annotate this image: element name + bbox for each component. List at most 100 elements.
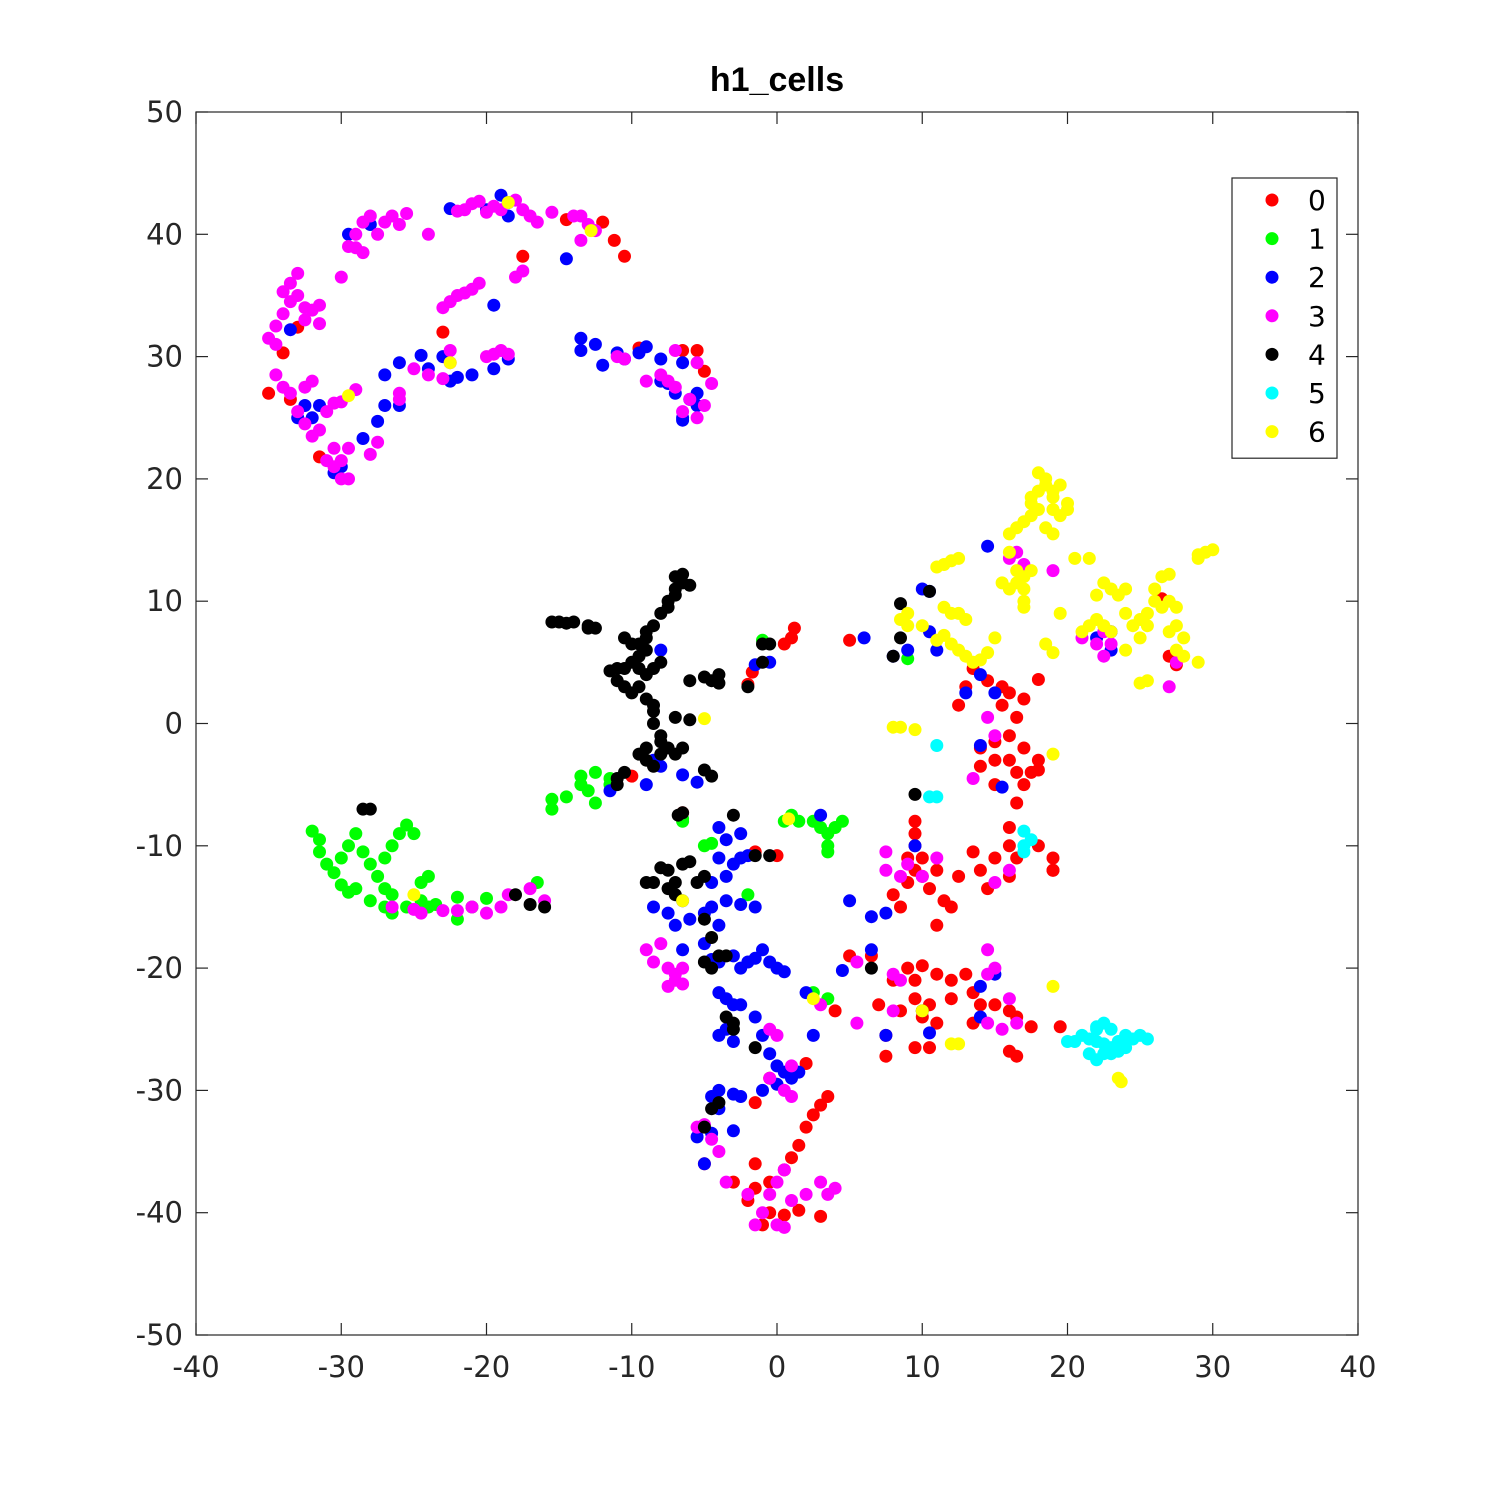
point-series-6: [1169, 600, 1183, 614]
point-series-3: [618, 352, 631, 366]
point-series-3: [334, 270, 348, 284]
point-series-3: [400, 207, 414, 220]
point-series-1: [385, 839, 399, 853]
legend-label-4: 4: [1308, 338, 1326, 371]
point-series-6: [1046, 646, 1060, 660]
point-series-0: [1010, 1049, 1024, 1063]
point-series-3: [574, 209, 588, 223]
point-series-3: [283, 386, 297, 400]
point-series-4: [647, 717, 660, 730]
point-series-3: [313, 298, 326, 312]
point-series-3: [683, 392, 697, 406]
point-series-0: [262, 386, 276, 400]
point-series-4: [763, 849, 777, 863]
point-series-0: [436, 325, 450, 339]
point-series-2: [683, 912, 697, 926]
point-series-3: [276, 307, 290, 321]
point-series-5: [1119, 1041, 1133, 1055]
point-series-4: [748, 1041, 762, 1055]
point-series-1: [835, 814, 849, 828]
point-series-4: [647, 619, 660, 633]
point-series-4: [676, 567, 690, 581]
point-series-3: [342, 441, 355, 455]
point-series-2: [705, 900, 719, 914]
legend-marker-3: [1265, 309, 1279, 323]
point-series-2: [748, 900, 762, 914]
point-series-3: [799, 1187, 813, 1201]
point-series-2: [719, 869, 733, 883]
point-series-3: [1010, 1016, 1024, 1030]
point-series-3: [363, 209, 377, 223]
point-series-6: [1140, 674, 1154, 688]
point-series-6: [443, 356, 457, 370]
point-series-6: [501, 196, 515, 209]
point-series-4: [538, 900, 552, 914]
point-series-4: [923, 584, 936, 598]
point-series-6: [1061, 496, 1074, 510]
y-tick-label: -40: [136, 1196, 183, 1230]
point-series-3: [291, 266, 305, 280]
point-series-1: [363, 857, 377, 871]
point-series-2: [901, 643, 915, 657]
point-series-3: [647, 955, 660, 969]
point-series-1: [320, 857, 334, 871]
point-series-0: [915, 959, 929, 973]
point-series-2: [923, 1026, 936, 1040]
point-series-3: [349, 241, 363, 255]
point-series-1: [342, 885, 355, 899]
point-series-6: [981, 646, 995, 660]
y-tick-label: -10: [136, 829, 183, 863]
point-series-0: [1046, 863, 1060, 877]
point-series-0: [596, 215, 610, 229]
point-series-6: [342, 389, 355, 403]
point-series-6: [1140, 619, 1154, 633]
point-series-3: [915, 869, 929, 883]
point-series-6: [1119, 606, 1133, 620]
legend-box: [1231, 177, 1338, 459]
point-series-6: [584, 224, 598, 238]
point-series-0: [1010, 796, 1024, 810]
point-series-2: [726, 1035, 740, 1048]
point-series-6: [1017, 600, 1031, 614]
point-series-0: [923, 882, 936, 896]
point-series-0: [814, 1209, 828, 1223]
y-tick-label: -30: [136, 1073, 183, 1107]
point-series-3: [298, 417, 312, 431]
point-series-2: [756, 943, 769, 957]
point-series-0: [276, 346, 290, 360]
point-series-1: [574, 769, 588, 783]
point-series-3: [930, 851, 944, 865]
point-series-6: [1119, 582, 1133, 596]
point-series-2: [973, 979, 987, 993]
x-tick-label: 10: [904, 1350, 941, 1384]
point-series-0: [1046, 851, 1060, 865]
point-series-0: [959, 967, 973, 981]
point-series-6: [1162, 567, 1176, 581]
point-series-3: [1002, 992, 1016, 1006]
point-series-0: [973, 759, 987, 773]
y-tick-label: 10: [146, 584, 183, 618]
point-series-2: [676, 356, 690, 370]
point-series-2: [647, 900, 660, 914]
point-series-1: [356, 845, 370, 859]
point-series-1: [450, 890, 464, 904]
point-series-2: [283, 323, 297, 337]
plot-area: [196, 112, 1358, 1335]
point-series-3: [421, 227, 435, 241]
point-series-3: [313, 317, 326, 331]
point-series-0: [923, 1041, 936, 1055]
point-series-0: [697, 364, 711, 378]
point-series-0: [988, 753, 1002, 767]
point-series-2: [734, 998, 748, 1012]
point-series-3: [472, 194, 486, 208]
point-series-3: [1090, 637, 1104, 651]
point-series-0: [748, 1157, 762, 1171]
point-series-6: [1068, 551, 1082, 565]
point-series-4: [712, 676, 726, 690]
point-series-1: [313, 845, 326, 859]
point-series-4: [894, 631, 907, 645]
point-series-6: [1191, 548, 1205, 562]
point-series-0: [944, 900, 958, 914]
point-series-3: [712, 1145, 726, 1158]
point-series-3: [501, 347, 515, 361]
